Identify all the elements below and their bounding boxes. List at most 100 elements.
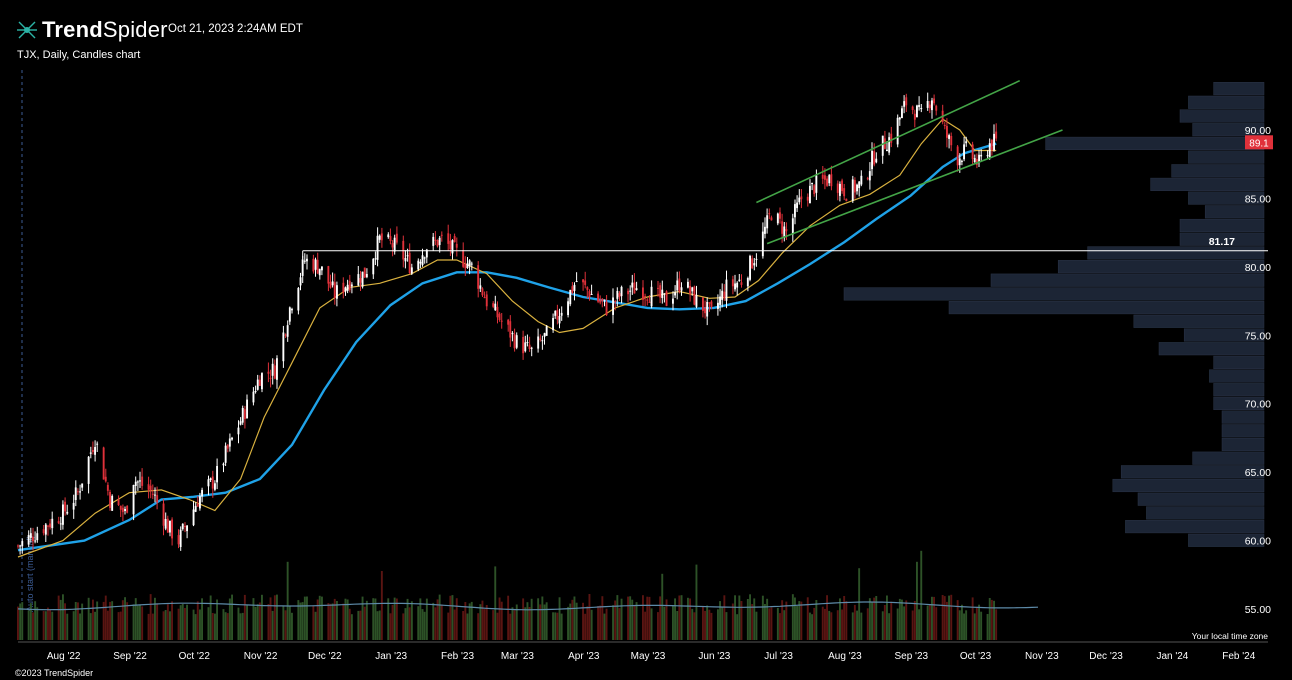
start-marker-label: Auto start (manual)	[25, 535, 35, 612]
volume-bar	[404, 608, 407, 640]
candle-body	[466, 263, 469, 268]
volume-bar	[971, 597, 974, 640]
y-tick-label: 90.00	[1245, 125, 1271, 137]
volume-bar	[913, 601, 916, 640]
candle-body	[560, 312, 563, 316]
volume-bar	[650, 608, 653, 640]
volume-profile-bar	[1179, 232, 1265, 246]
volume-profile-bar	[1192, 123, 1265, 137]
candle-body	[92, 450, 94, 452]
volume-bar	[417, 606, 420, 640]
volume-bar	[515, 604, 518, 640]
candle-body	[286, 325, 289, 337]
volume-bar	[106, 610, 109, 640]
candle-body	[282, 332, 285, 362]
candle-body	[79, 491, 81, 493]
candle-body	[738, 279, 741, 282]
candle-body	[980, 154, 983, 157]
candle-body	[633, 282, 636, 294]
volume-bar	[147, 613, 150, 640]
candle-body	[708, 302, 711, 304]
candle-body	[614, 301, 617, 303]
volume-bar	[342, 603, 345, 640]
volume-bar	[868, 598, 871, 640]
volume-bar	[199, 609, 201, 640]
volume-bar	[87, 597, 90, 640]
candle-body	[695, 294, 698, 307]
volume-bar	[181, 604, 184, 640]
volume-bar	[271, 610, 274, 640]
volume-bar	[665, 599, 668, 640]
candle-body	[406, 255, 409, 257]
candle-body	[558, 316, 561, 324]
volume-bar	[963, 613, 965, 640]
volume-bar	[674, 598, 676, 640]
volume-bar	[214, 613, 216, 640]
volume-bar	[378, 610, 381, 640]
candle-body	[256, 379, 259, 390]
volume-bar	[980, 611, 983, 640]
candle-body	[761, 231, 764, 257]
candle-body	[393, 237, 396, 252]
candle-body	[177, 535, 180, 545]
volume-bar	[873, 597, 876, 640]
candle-body	[896, 117, 899, 145]
volume-bar	[207, 607, 210, 640]
candle-body	[601, 298, 604, 302]
candle-body	[511, 332, 514, 335]
volume-profile-bar	[1183, 328, 1265, 342]
candle-body	[768, 213, 771, 215]
volume-bar	[768, 608, 771, 640]
candle-body	[731, 279, 734, 287]
volume-bar	[800, 601, 803, 640]
volume-bar	[109, 601, 111, 640]
candle-body	[871, 151, 873, 170]
volume-bar	[958, 610, 961, 640]
candle-body	[252, 391, 255, 403]
candle-body	[860, 175, 863, 185]
candle-body	[986, 155, 989, 157]
candle-body	[376, 235, 379, 260]
volume-bar	[254, 606, 257, 640]
volume-bar	[988, 598, 991, 640]
candle-body	[806, 196, 809, 201]
volume-bar	[94, 611, 96, 640]
candle-body	[603, 299, 606, 301]
candle-body	[77, 491, 79, 493]
volume-bar	[376, 611, 379, 640]
volume-bar	[104, 595, 107, 640]
volume-bar	[648, 596, 651, 640]
candle-body	[224, 445, 227, 463]
candle-body	[776, 213, 779, 224]
volume-bar	[421, 609, 424, 640]
volume-bar	[276, 594, 278, 640]
candle-body	[164, 519, 167, 529]
volume-bar	[365, 600, 368, 640]
volume-bar	[425, 598, 428, 640]
volume-bar	[813, 607, 816, 640]
candle-body	[184, 525, 186, 528]
volume-bar	[635, 602, 638, 640]
candle-body	[586, 287, 589, 290]
candle-body	[599, 300, 602, 303]
volume-bar	[815, 600, 818, 640]
timestamp: Oct 21, 2023 2:24AM EDT	[168, 23, 303, 35]
candle-body	[254, 391, 257, 392]
candle-body	[453, 236, 456, 243]
volume-bar	[32, 612, 34, 640]
volume-bar	[856, 610, 858, 640]
candle-body	[706, 302, 709, 317]
volume-bar	[273, 595, 276, 640]
volume-profile-bar	[1179, 109, 1265, 123]
candle-body	[109, 492, 111, 508]
candle-body	[509, 321, 512, 338]
candle-body	[770, 217, 773, 221]
volume-bar	[286, 561, 289, 640]
candle-body	[314, 259, 317, 270]
candle-body	[507, 319, 510, 325]
volume-bar	[62, 594, 64, 640]
x-tick-label: Sep '23	[894, 651, 928, 662]
volume-bar	[117, 612, 120, 640]
volume-bar	[935, 607, 938, 640]
